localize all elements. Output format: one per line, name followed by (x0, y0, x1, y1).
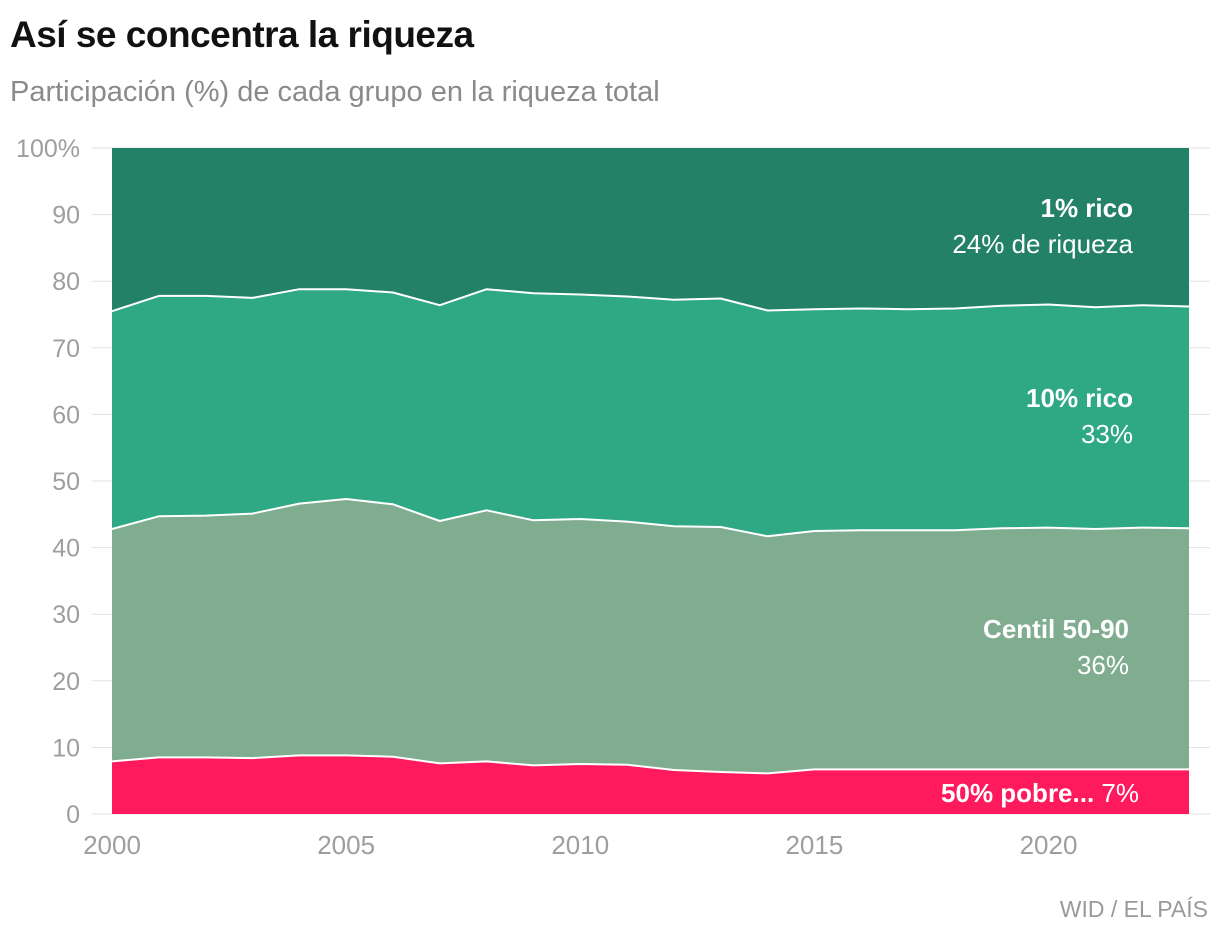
label-top10-name: 10% rico (1026, 383, 1133, 413)
x-tick-label: 2015 (785, 830, 843, 860)
x-axis-ticks: 2000 2005 2010 2015 2020 (83, 830, 1077, 860)
y-tick-label: 0 (66, 801, 80, 829)
y-tick-label: 100% (16, 135, 80, 163)
area-10-rico (112, 289, 1189, 537)
y-tick-label: 80 (52, 268, 80, 296)
boundary-lines (111, 288, 1190, 775)
label-top1-name: 1% rico (1041, 193, 1134, 223)
y-tick-label: 50 (52, 468, 80, 496)
boundary-line (111, 754, 1189, 775)
area-1-rico (112, 148, 1189, 312)
y-tick-label: 70 (52, 335, 80, 363)
label-bottom50-line: 50% pobre... 7% (941, 778, 1139, 808)
label-bottom50-share: 7% (1094, 778, 1139, 808)
label-middle-name: Centil 50-90 (983, 614, 1129, 644)
label-bottom50-name: 50% pobre... (941, 778, 1094, 808)
series-labels: 1% rico 24% de riqueza 10% rico 33% Cent… (941, 193, 1139, 808)
x-tick-label: 2005 (317, 830, 375, 860)
x-tick-label: 2010 (551, 830, 609, 860)
y-tick-label: 30 (52, 601, 80, 629)
y-tick-label: 10 (52, 734, 80, 762)
label-top10-share: 33% (1081, 419, 1133, 449)
x-tick-label: 2000 (83, 830, 141, 860)
area-centil-50-90 (112, 499, 1189, 774)
y-tick-label: 40 (52, 535, 80, 563)
label-top1-share: 24% de riqueza (952, 229, 1133, 259)
y-tick-label: 20 (52, 668, 80, 696)
boundary-line (111, 288, 1190, 313)
x-tick-label: 2020 (1020, 830, 1078, 860)
chart-subtitle: Participación (%) de cada grupo en la ri… (10, 76, 660, 108)
label-middle-share: 36% (1077, 650, 1129, 680)
boundary-line (111, 498, 1190, 538)
area-layers (112, 148, 1189, 814)
y-axis-ticks: 0 10 20 30 40 50 60 70 80 90 100% (16, 135, 80, 829)
chart-title: Así se concentra la riqueza (10, 14, 474, 55)
source-credit: WID / EL PAÍS (1059, 896, 1208, 922)
y-tick-label: 90 (52, 202, 80, 230)
y-tick-label: 60 (52, 401, 80, 429)
